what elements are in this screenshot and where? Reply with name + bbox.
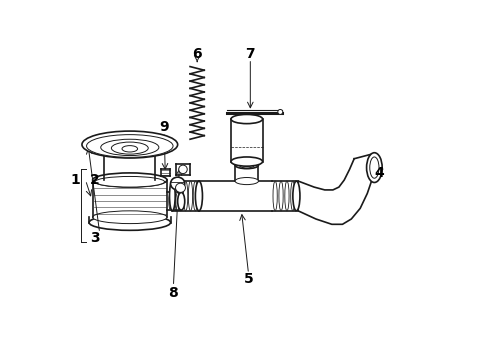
Ellipse shape [183,181,188,211]
Text: 3: 3 [90,231,99,246]
Ellipse shape [179,165,187,174]
Ellipse shape [101,139,159,156]
Ellipse shape [178,192,185,210]
Ellipse shape [367,153,382,183]
Ellipse shape [291,181,295,211]
Ellipse shape [175,183,185,192]
Ellipse shape [193,181,197,211]
Ellipse shape [285,181,289,211]
Ellipse shape [235,162,258,168]
Ellipse shape [122,145,138,152]
Ellipse shape [82,131,178,158]
Ellipse shape [278,109,283,114]
Ellipse shape [279,181,283,211]
Ellipse shape [231,114,263,123]
Text: 1: 1 [70,173,80,187]
Text: 4: 4 [375,166,385,180]
Text: 8: 8 [169,287,178,301]
Ellipse shape [87,135,173,157]
Ellipse shape [235,177,258,185]
Ellipse shape [89,215,171,230]
Ellipse shape [111,142,148,154]
Text: 9: 9 [159,120,169,134]
Ellipse shape [176,192,179,210]
Ellipse shape [174,181,178,211]
Text: 2: 2 [90,173,99,187]
Ellipse shape [179,181,183,211]
Ellipse shape [170,181,175,211]
Ellipse shape [196,181,202,211]
Ellipse shape [93,173,167,187]
Text: 6: 6 [193,47,202,61]
Ellipse shape [273,181,277,211]
Text: 7: 7 [245,47,255,61]
Ellipse shape [95,176,165,187]
Ellipse shape [93,211,167,224]
Ellipse shape [171,177,185,190]
Text: 5: 5 [244,272,253,286]
Ellipse shape [239,162,254,168]
Ellipse shape [370,157,379,178]
Ellipse shape [293,181,300,211]
Ellipse shape [231,157,263,166]
Ellipse shape [169,192,172,210]
Ellipse shape [188,181,193,211]
Ellipse shape [172,192,176,210]
